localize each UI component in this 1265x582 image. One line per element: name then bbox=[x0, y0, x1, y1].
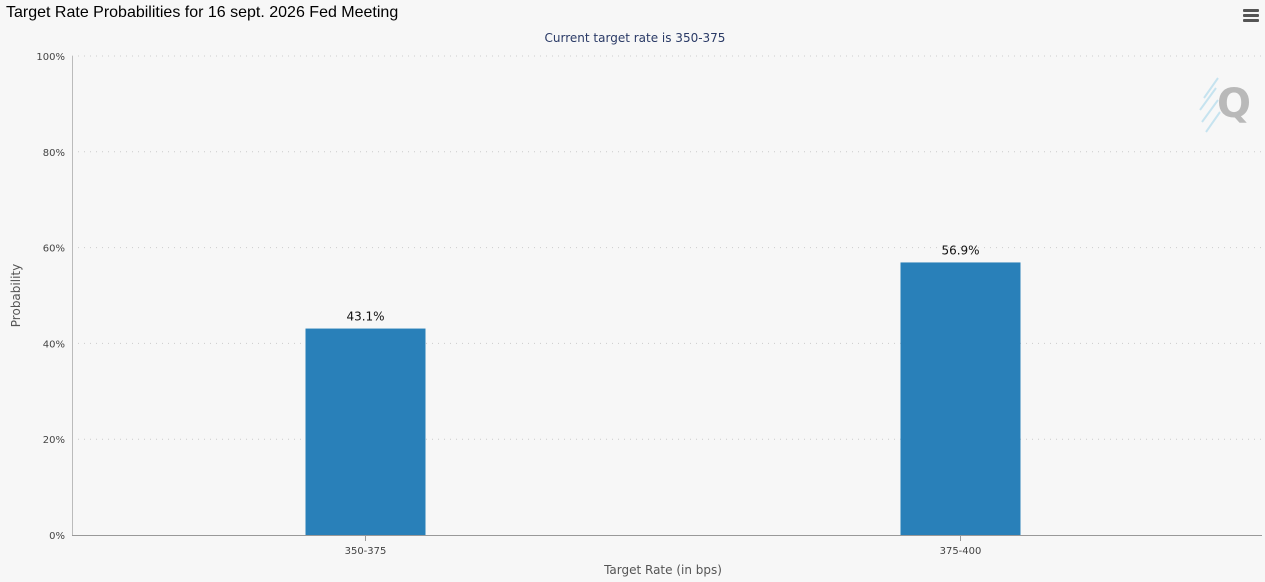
y-tick-label: 80% bbox=[43, 148, 65, 159]
y-tick-label: 0% bbox=[49, 531, 65, 542]
x-axis-title: Target Rate (in bps) bbox=[603, 563, 722, 577]
y-tick-label: 40% bbox=[43, 339, 65, 350]
bar-350-375[interactable] bbox=[305, 328, 426, 535]
y-tick-label: 60% bbox=[43, 244, 65, 255]
y-axis-title: Probability bbox=[9, 264, 23, 327]
data-label: 56.9% bbox=[941, 243, 979, 257]
y-axis-ticks: 0% 20% 40% 60% 80% 100% bbox=[36, 52, 65, 542]
bar-375-400[interactable] bbox=[900, 262, 1021, 535]
svg-text:Q: Q bbox=[1217, 81, 1251, 127]
x-tick-label: 350-375 bbox=[345, 546, 387, 557]
chart-subtitle: Current target rate is 350-375 bbox=[545, 31, 726, 45]
bars bbox=[305, 262, 1021, 535]
q-logo-icon: Q bbox=[1199, 77, 1251, 133]
chart-title: Target Rate Probabilities for 16 sept. 2… bbox=[6, 4, 399, 21]
x-axis-ticks: 350-375 375-400 bbox=[345, 535, 982, 557]
x-tick-label: 375-400 bbox=[940, 546, 982, 557]
gridlines bbox=[72, 55, 1262, 440]
y-tick-label: 100% bbox=[36, 52, 65, 63]
y-tick-label: 20% bbox=[43, 435, 65, 446]
hamburger-menu-icon[interactable] bbox=[1243, 9, 1259, 23]
data-labels: 43.1% 56.9% bbox=[346, 243, 979, 323]
data-label: 43.1% bbox=[346, 310, 384, 324]
